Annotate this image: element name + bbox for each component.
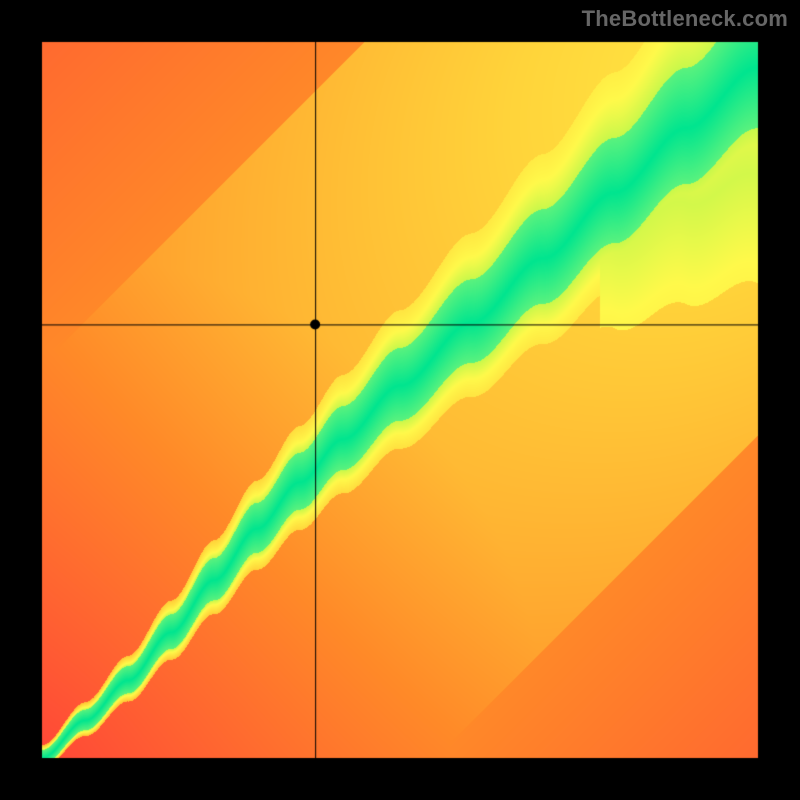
chart-container: TheBottleneck.com [0,0,800,800]
watermark-label: TheBottleneck.com [582,6,788,32]
heatmap-canvas [0,0,800,800]
